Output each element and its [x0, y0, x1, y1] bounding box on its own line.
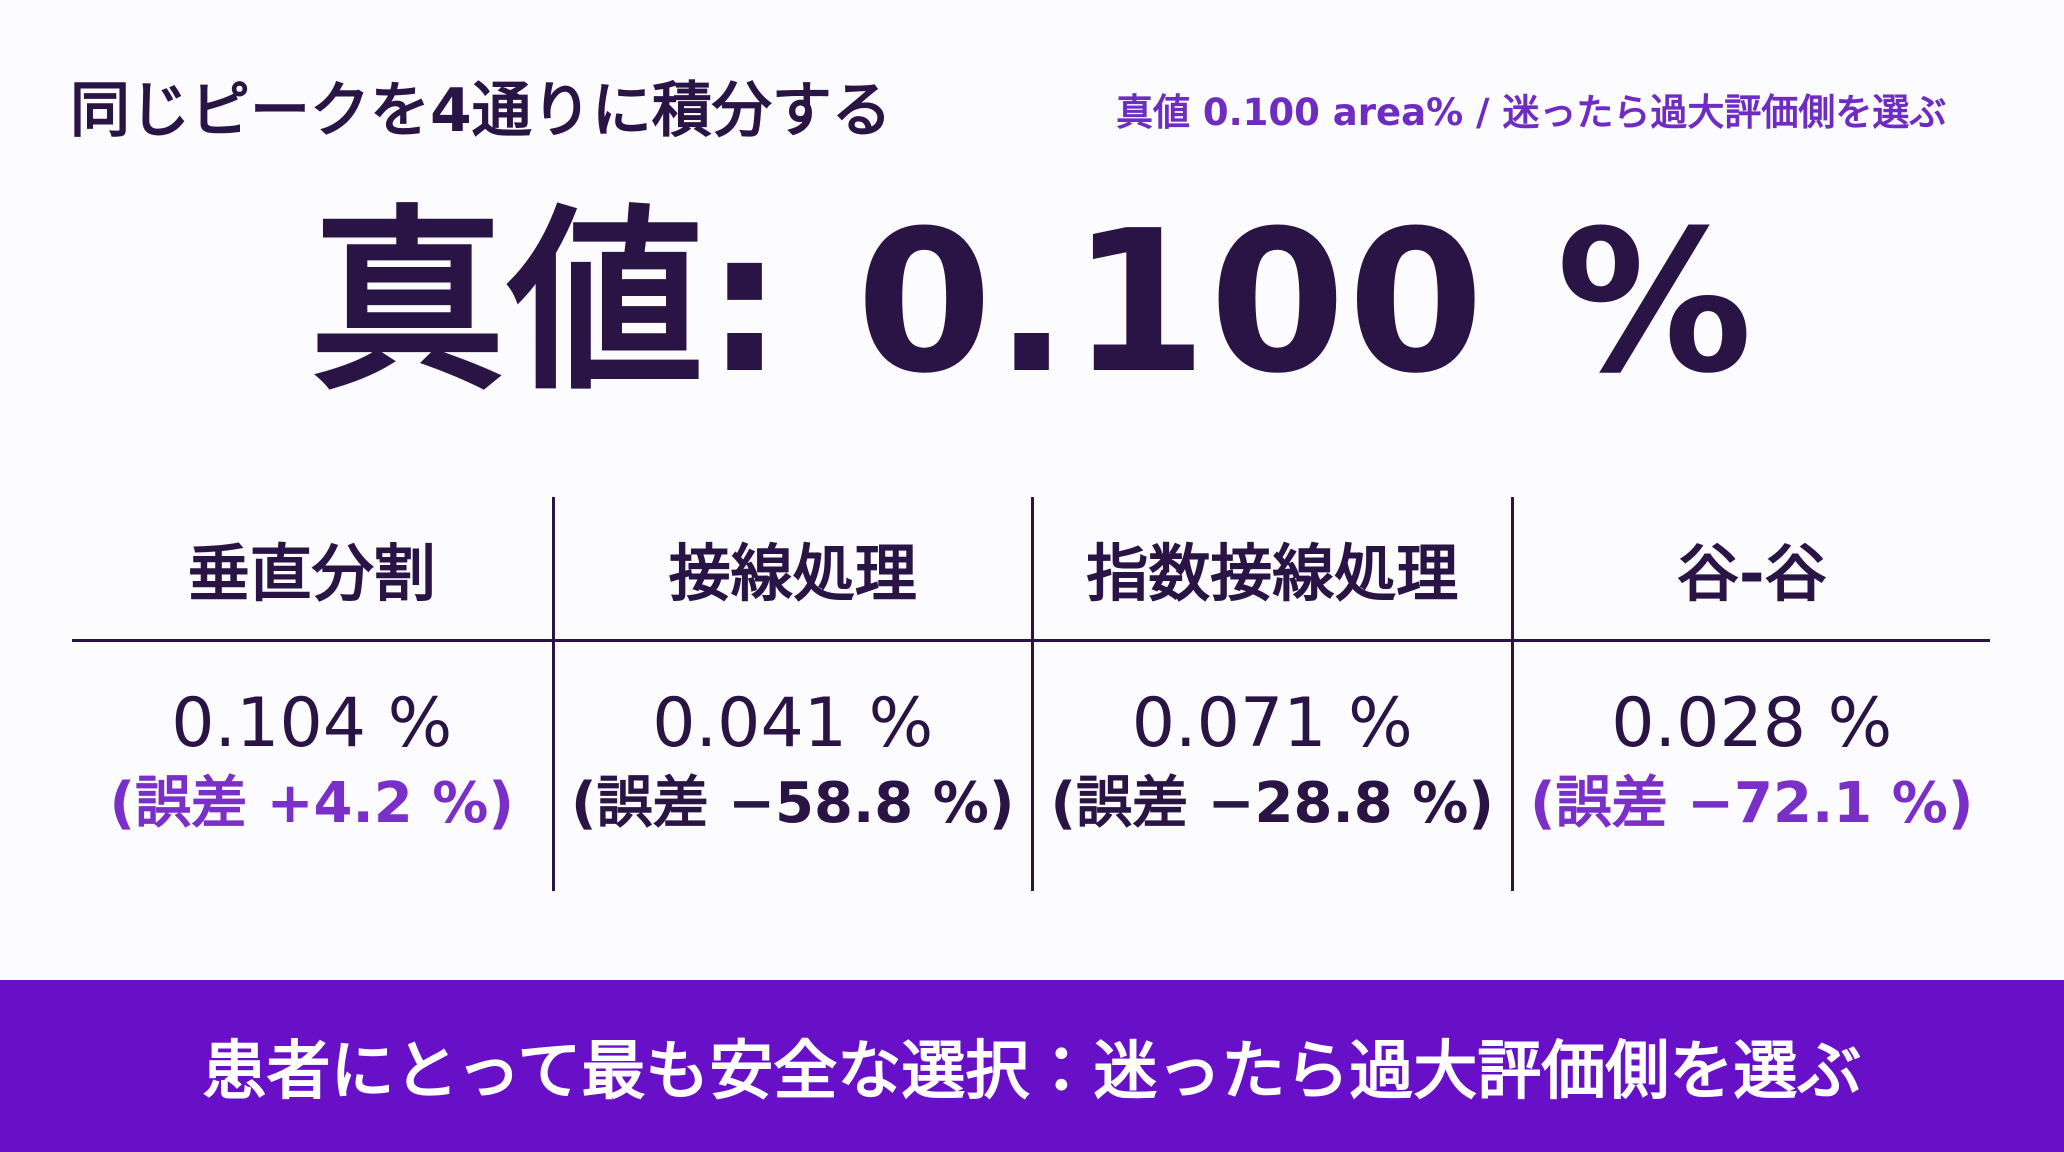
footer-text: 患者にとって最も安全な選択：迷ったら過大評価側を選ぶ [202, 1035, 1862, 1109]
column-cell: 0.041 % (誤差 −58.8 %) [551, 642, 1032, 891]
title: 同じピークを4通りに積分する [70, 76, 892, 146]
hero-value: 真値: 0.100 % [309, 189, 1755, 417]
error-value: (誤差 −72.1 %) [1530, 771, 1974, 837]
result-value: 0.028 % [1611, 684, 1893, 763]
column-header: 接線処理 [551, 497, 1031, 642]
error-value: (誤差 −28.8 %) [1050, 771, 1494, 837]
column-cell: 0.071 % (誤差 −28.8 %) [1031, 642, 1511, 891]
error-value: (誤差 −58.8 %) [571, 771, 1015, 837]
result-value: 0.071 % [1131, 684, 1413, 763]
column-header: 谷-谷 [1510, 497, 1990, 642]
column-header: 指数接線処理 [1031, 497, 1511, 642]
error-value: (誤差 +4.2 %) [109, 771, 514, 837]
comparison-table: 垂直分割 接線処理 指数接線処理 谷-谷 0.104 % (誤差 +4.2 %) 0.041… [72, 497, 1990, 891]
column-header: 垂直分割 [72, 497, 552, 642]
column-cell: 0.028 % (誤差 −72.1 %) [1510, 642, 1991, 891]
column-cell: 0.104 % (誤差 +4.2 %) [72, 642, 552, 891]
result-value: 0.041 % [652, 684, 934, 763]
result-value: 0.104 % [171, 684, 453, 763]
footer-band: 患者にとって最も安全な選択：迷ったら過大評価側を選ぶ [0, 980, 2064, 1152]
subtitle: 真値 0.100 area% / 迷ったら過大評価側を選ぶ [1116, 91, 1947, 134]
